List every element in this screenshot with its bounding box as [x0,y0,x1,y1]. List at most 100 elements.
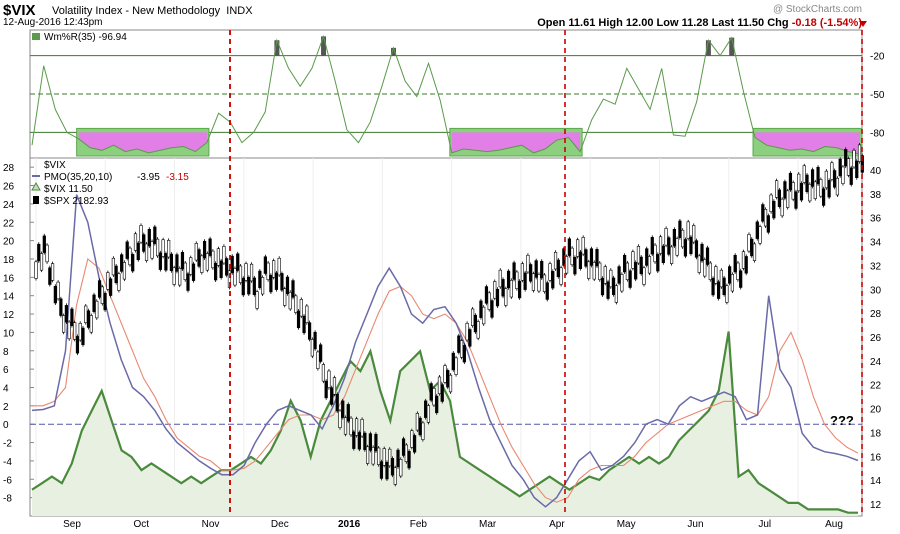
spx-candle [780,198,784,217]
spx-candle [490,300,494,318]
spx-candle [42,235,46,253]
spx-candle [202,240,207,259]
spx-candle [526,254,530,273]
spx-candle [327,370,331,389]
spx-candle [755,221,759,239]
ohlc-readout: Open 11.61 High 12.00 Low 11.28 Last 11.… [537,17,862,29]
spx-candle [835,177,840,196]
spx-candle [763,209,768,227]
spx-candle [841,166,845,184]
vix-legend-swatch [31,181,41,191]
spx-candle [432,388,436,406]
spx-candle [808,183,812,202]
spx-candle [816,166,820,185]
oversold-fill [451,132,581,153]
spx-candle [576,239,580,257]
spx-candle [319,344,323,362]
spx-candle [236,253,240,271]
spx-candle [167,240,171,258]
spx-candle [421,422,425,440]
spx-candle [269,274,273,293]
spx-candle [117,273,121,291]
spx-candle [689,236,693,255]
spx-candle [537,274,541,292]
spx-candle [614,285,618,303]
wm-legend: Wm%R(35) -96.94 [44,32,127,43]
index-name: Volatility Index - New Methodology [52,5,221,17]
spx-candle [730,274,735,292]
spx-candle [592,262,596,280]
spx-candle [556,259,560,278]
spx-candle [457,335,461,353]
spx-candle [791,182,795,200]
right-tick-label: 40 [870,166,882,177]
spx-candle [396,449,400,468]
symbol-title: $VIX [3,2,36,19]
spx-candle [595,248,599,267]
spx-candle [222,246,226,264]
left-tick-label: 26 [3,182,15,193]
spx-candle [667,237,671,255]
left-tick-label: 2 [3,402,9,413]
chart-header: $VIX Volatility Index - New Methodology … [0,0,900,30]
spx-candle [153,226,157,244]
spx-candle [241,277,245,296]
spx-candle [189,257,193,275]
right-tick-label: 16 [870,452,882,463]
spx-candle [634,262,638,280]
spx-candle [291,280,295,298]
spx-candle [255,291,259,309]
spx-candle [194,243,198,261]
spx-candle [225,258,229,276]
spx-candle [341,400,345,418]
spx-candle [418,417,422,436]
spx-candle [443,365,447,383]
spx-candle [266,262,270,281]
spx-candle [545,282,549,300]
right-tick-label: 30 [870,285,882,296]
spx-candle [357,432,361,450]
spx-candle [435,395,439,414]
spx-candle [518,280,522,299]
spx-candle [766,215,770,233]
right-tick-label: 12 [870,500,882,511]
spx-candle [465,322,469,341]
spx-candle [321,364,326,382]
spx-candle [252,277,256,295]
spx-candle [429,383,433,401]
right-tick-label: 34 [870,238,882,249]
watermark: @ StockCharts.com [772,4,862,15]
spx-candle [788,172,793,191]
spx-candle [777,189,781,207]
spx-candle [288,291,292,310]
spx-candle [553,251,558,270]
spx-candle [857,144,862,162]
spx-candle [219,260,223,278]
chg-value: -0.18 (-1.54%) [791,17,862,29]
spx-candle [670,246,674,264]
spx-candle [631,251,635,269]
spx-candle [114,265,118,284]
spx-candle [692,225,696,243]
left-tick-label: 10 [3,328,15,339]
spx-candle [144,243,149,261]
spx-candle [775,180,779,198]
left-tick-label: 14 [3,292,15,303]
spx-candle [752,243,757,261]
spx-candle [802,165,806,183]
spx-candle [609,269,613,288]
spx-candle [330,387,334,405]
spx-candle [211,250,215,269]
month-tick-label: Apr [549,519,565,530]
spx-candle [413,435,417,453]
spx-candle [131,254,135,272]
spx-candle [37,243,41,262]
spx-candle [482,306,486,325]
left-tick-label: -2 [3,439,12,450]
spx-candle [106,272,110,290]
spx-candle [661,245,665,264]
spx-candle [128,247,132,266]
main-legend-title: $VIX [44,160,66,171]
spx-candle [103,292,107,311]
month-tick-label: Aug [825,519,843,530]
